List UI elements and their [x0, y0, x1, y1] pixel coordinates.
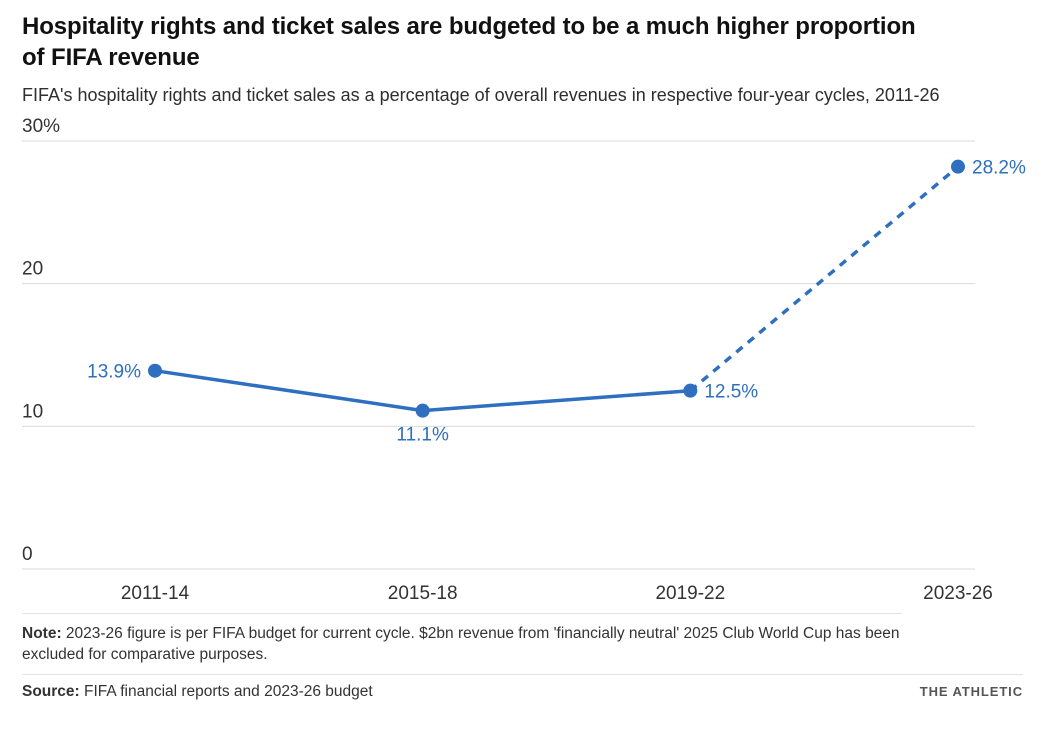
y-tick-label: 20	[22, 258, 43, 279]
chart-note: Note: 2023-26 figure is per FIFA budget …	[22, 612, 902, 666]
chart-subtitle: FIFA's hospitality rights and ticket sal…	[22, 85, 940, 106]
note-label: Note:	[22, 624, 62, 642]
x-tick-label: 2011-14	[121, 583, 190, 604]
x-tick-label: 2015-18	[388, 583, 458, 604]
value-label: 12.5%	[704, 381, 758, 402]
source-text: FIFA financial reports and 2023-26 budge…	[79, 683, 373, 701]
trend-line-dashed	[689, 164, 960, 392]
data-point	[683, 383, 698, 398]
source-label: Source:	[22, 683, 80, 701]
value-label: 13.9%	[87, 361, 141, 382]
data-point	[951, 159, 965, 174]
x-tick-label: 2023-26	[923, 583, 993, 604]
data-point	[148, 363, 162, 378]
data-point	[415, 403, 430, 418]
chart-title: Hospitality rights and ticket sales are …	[22, 13, 916, 71]
brand-logo: THE ATHLETIC	[919, 684, 1023, 700]
y-tick-label: 10	[22, 401, 43, 422]
note-text: 2023-26 figure is per FIFA budget for cu…	[22, 624, 900, 663]
x-tick-label: 2019-22	[655, 583, 725, 604]
line-chart: 0 10 20 30% 13.9% 11.1% 12.5% 28.2% 2011-14 2015-…	[22, 116, 1026, 604]
chart-source: Source: FIFA financial reports and 2023-…	[22, 683, 373, 701]
page: Hospitality rights and ticket sales are …	[22, 13, 1026, 701]
source-row: Source: FIFA financial reports and 2023-…	[22, 674, 1023, 701]
value-label: 28.2%	[972, 157, 1026, 178]
value-label: 11.1%	[396, 424, 449, 445]
y-tick-label: 30%	[22, 116, 60, 137]
y-tick-label: 0	[22, 544, 33, 565]
